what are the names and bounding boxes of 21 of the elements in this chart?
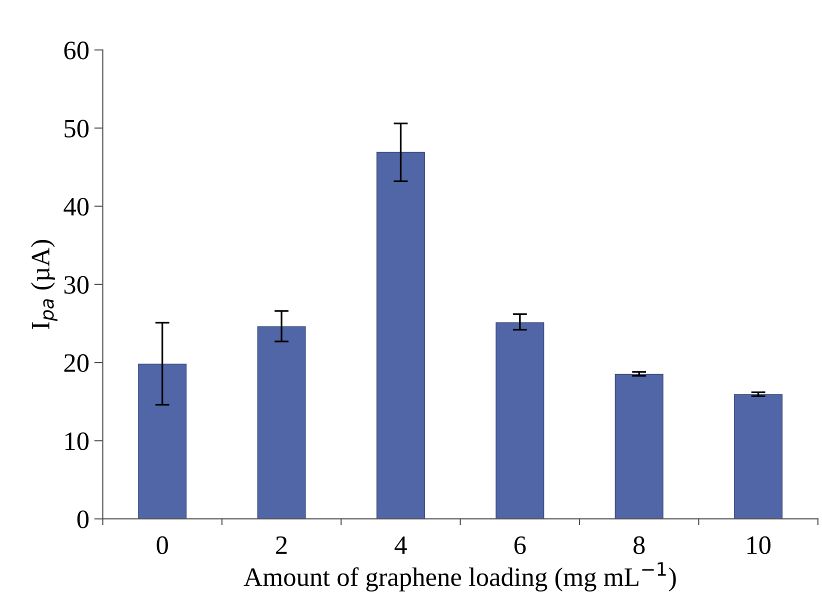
bar — [376, 152, 425, 519]
x-tick-label: 8 — [634, 536, 645, 554]
bar — [496, 322, 544, 519]
y-tick-label: 10 — [65, 432, 89, 450]
bar — [138, 364, 187, 519]
y-axis-title: I$_{pa}$ (µA) — [30, 240, 58, 330]
x-axis-title: Amount of graphene loading (mg mL$^{−1}$) — [244, 562, 676, 592]
y-tick-label: 30 — [64, 276, 89, 294]
bar — [257, 326, 306, 519]
bar — [734, 394, 783, 519]
x-tick-label: 2 — [276, 536, 287, 554]
x-tick-label: 10 — [747, 536, 770, 554]
x-tick-label: 4 — [394, 536, 407, 554]
y-tick-label: 50 — [64, 120, 89, 138]
y-tick-label: 20 — [64, 354, 89, 372]
y-tick-label: 0 — [77, 510, 89, 528]
x-tick-label: 0 — [156, 536, 168, 554]
y-tick-label: 60 — [64, 42, 89, 60]
bar — [614, 374, 664, 519]
y-tick-label: 40 — [64, 198, 89, 216]
x-tick-label: 6 — [514, 536, 526, 554]
